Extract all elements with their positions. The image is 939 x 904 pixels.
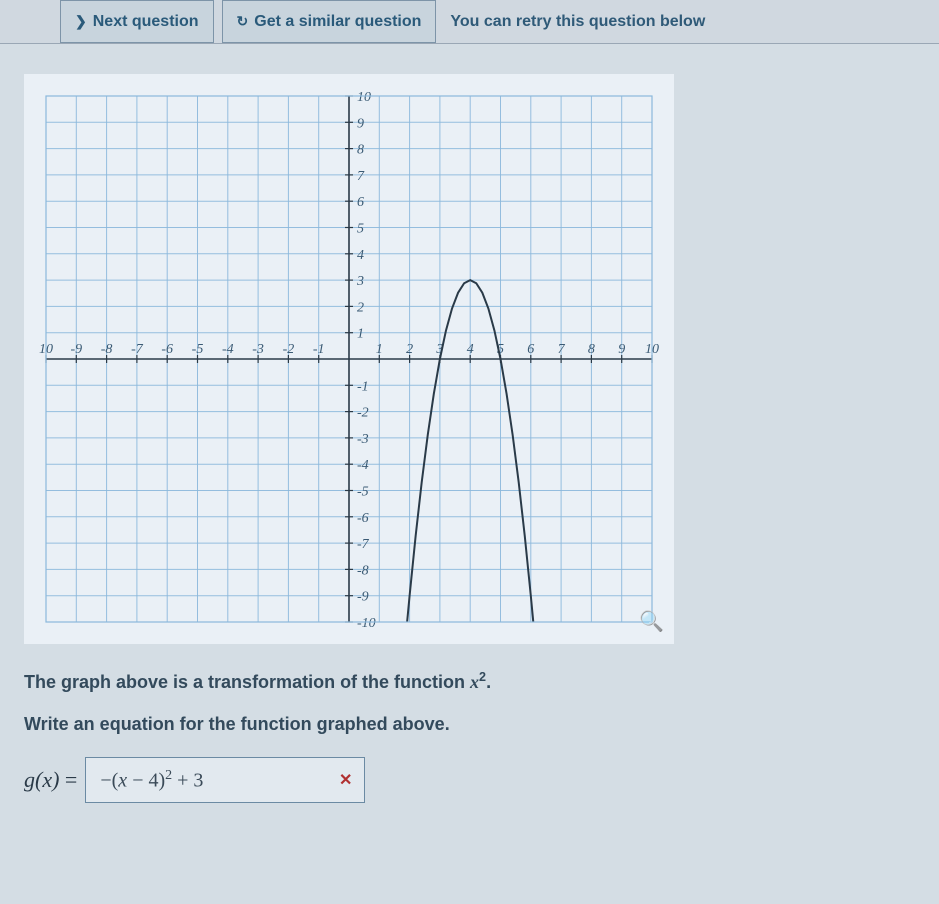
svg-text:6: 6 xyxy=(357,195,364,210)
question-line-2: Write an equation for the function graph… xyxy=(24,714,915,735)
svg-text:8: 8 xyxy=(357,143,364,158)
q1-text-a: The graph above is a transformation of t… xyxy=(24,672,470,692)
svg-text:-5: -5 xyxy=(357,485,369,500)
content-area: 10-9-8-7-6-5-4-3-2-112345678910123456789… xyxy=(0,44,939,833)
svg-text:9: 9 xyxy=(618,342,625,357)
q1-exp: 2 xyxy=(479,670,486,684)
svg-text:8: 8 xyxy=(588,342,595,357)
ans-mid: − 4) xyxy=(127,769,165,791)
svg-text:-2: -2 xyxy=(357,406,369,421)
svg-text:7: 7 xyxy=(558,342,566,357)
func-name: g xyxy=(24,767,35,792)
magnify-icon[interactable]: 🔍 xyxy=(639,609,664,634)
svg-text:-6: -6 xyxy=(357,511,369,526)
refresh-icon: ↻ xyxy=(237,13,249,30)
answer-row: g(x) = −(x − 4)2 + 3 ✕ xyxy=(24,757,915,803)
svg-text:5: 5 xyxy=(357,222,364,237)
retry-hint: You can retry this question below xyxy=(444,0,705,43)
svg-text:1: 1 xyxy=(376,342,383,357)
svg-text:1: 1 xyxy=(357,327,364,342)
svg-text:-1: -1 xyxy=(357,379,369,394)
svg-text:-4: -4 xyxy=(357,458,369,473)
answer-value: −(x − 4)2 + 3 xyxy=(100,768,203,793)
wrong-mark-icon: ✕ xyxy=(339,770,352,790)
svg-text:-8: -8 xyxy=(101,342,113,357)
graph-panel: 10-9-8-7-6-5-4-3-2-112345678910123456789… xyxy=(24,74,674,644)
similar-question-label: Get a similar question xyxy=(254,13,421,31)
svg-text:-3: -3 xyxy=(357,432,369,447)
similar-question-button[interactable]: ↻ Get a similar question xyxy=(222,0,437,43)
svg-text:2: 2 xyxy=(406,342,413,357)
equals-sign: = xyxy=(59,767,77,792)
next-question-label: Next question xyxy=(93,13,199,31)
svg-text:6: 6 xyxy=(527,342,534,357)
svg-text:-3: -3 xyxy=(252,342,264,357)
q1-text-b: . xyxy=(486,672,491,692)
svg-text:-10: -10 xyxy=(357,616,376,631)
question-line-1: The graph above is a transformation of t… xyxy=(24,668,915,696)
svg-text:-1: -1 xyxy=(313,342,325,357)
toolbar: ❯ Next question ↻ Get a similar question… xyxy=(0,0,939,44)
svg-text:2: 2 xyxy=(357,300,364,315)
svg-text:-9: -9 xyxy=(70,342,82,357)
svg-text:-5: -5 xyxy=(192,342,204,357)
func-var: x xyxy=(42,767,52,792)
svg-text:10: 10 xyxy=(357,90,371,105)
q1-var: x xyxy=(470,672,479,692)
svg-text:9: 9 xyxy=(357,116,364,131)
svg-text:4: 4 xyxy=(467,342,474,357)
svg-text:-7: -7 xyxy=(357,537,370,552)
svg-text:4: 4 xyxy=(357,248,364,263)
answer-input[interactable]: −(x − 4)2 + 3 ✕ xyxy=(85,757,365,803)
ans-prefix: −( xyxy=(100,769,118,791)
svg-text:7: 7 xyxy=(357,169,365,184)
svg-text:-9: -9 xyxy=(357,590,369,605)
chevron-right-icon: ❯ xyxy=(75,13,87,30)
svg-text:3: 3 xyxy=(356,274,364,289)
function-label: g(x) = xyxy=(24,767,77,793)
svg-text:-7: -7 xyxy=(131,342,144,357)
svg-text:-8: -8 xyxy=(357,563,369,578)
svg-text:-2: -2 xyxy=(283,342,295,357)
svg-text:-6: -6 xyxy=(161,342,173,357)
next-question-button[interactable]: ❯ Next question xyxy=(60,0,214,43)
svg-text:-4: -4 xyxy=(222,342,234,357)
ans-suffix: + 3 xyxy=(172,769,203,791)
ans-var: x xyxy=(118,769,127,791)
coordinate-graph: 10-9-8-7-6-5-4-3-2-112345678910123456789… xyxy=(24,74,674,644)
